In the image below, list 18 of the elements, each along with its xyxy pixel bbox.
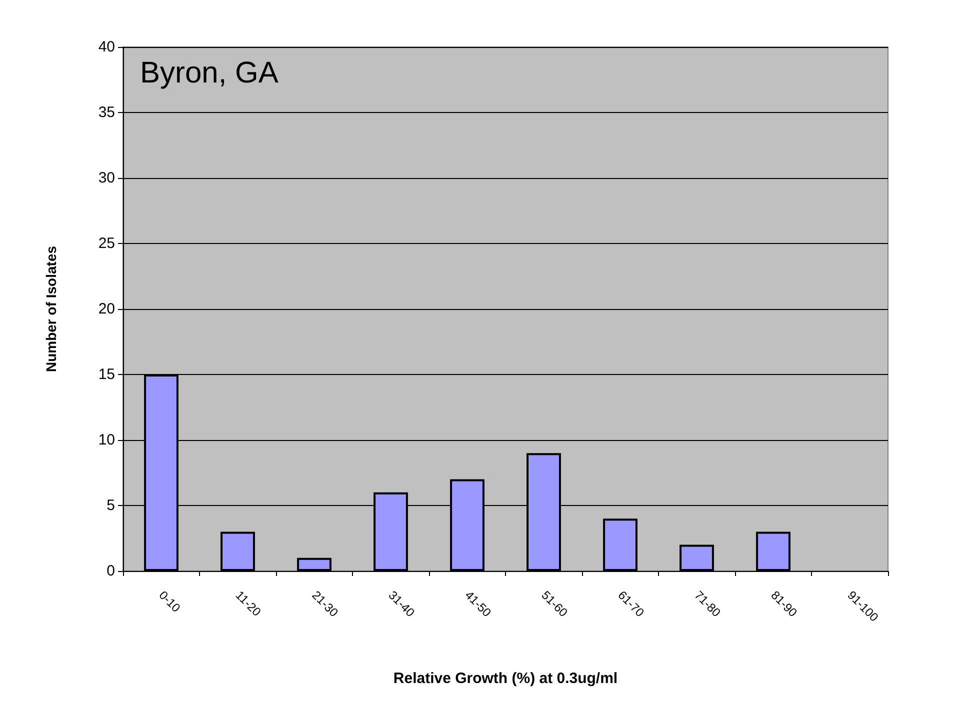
y-tick-label: 5 (106, 497, 115, 514)
y-tick-label: 15 (98, 366, 115, 383)
y-tick-label: 25 (98, 235, 115, 252)
x-tick-label: 0-10 (156, 588, 184, 616)
x-axis-title: Relative Growth (%) at 0.3ug/ml (393, 670, 618, 687)
y-tick-label: 20 (98, 300, 115, 318)
bar (756, 532, 790, 571)
y-tick-label: 30 (98, 170, 115, 186)
y-tick-label: 40 (98, 38, 115, 56)
bar (603, 518, 638, 571)
y-axis-title: Number of Isolates (43, 246, 59, 372)
y-tick-label: 0 (106, 562, 115, 580)
y-tick-label: 35 (98, 104, 115, 121)
bar (680, 544, 714, 571)
y-tick-label: 10 (98, 432, 115, 448)
bar (297, 558, 332, 571)
bar (220, 532, 255, 571)
annotation: Byron, GA (140, 56, 278, 90)
